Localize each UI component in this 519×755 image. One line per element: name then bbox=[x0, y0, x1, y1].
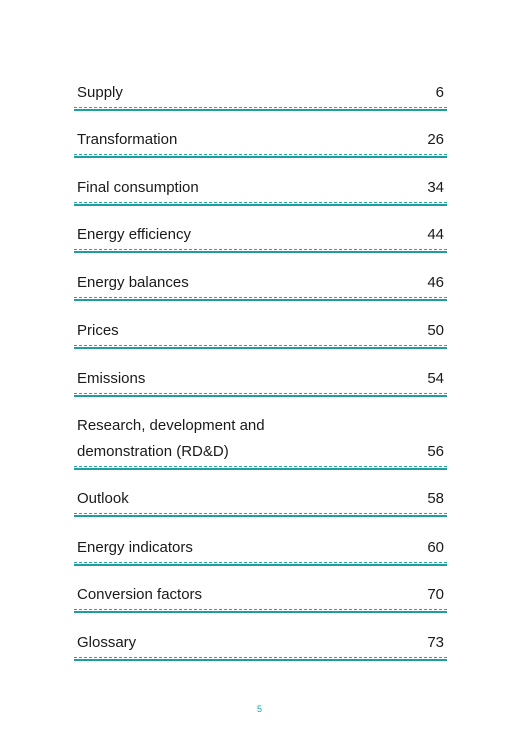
toc-entry-page: 73 bbox=[427, 634, 444, 651]
toc-entry-title: Final consumption bbox=[77, 179, 199, 196]
toc-entry-page: 56 bbox=[427, 443, 444, 460]
toc-entry-page: 58 bbox=[427, 490, 444, 507]
toc-entry-transformation[interactable]: Transformation 26 bbox=[74, 127, 447, 158]
toc-entry-page: 34 bbox=[427, 179, 444, 196]
toc-entry-title: Prices bbox=[77, 322, 119, 339]
toc-entry-page: 70 bbox=[427, 586, 444, 603]
toc-entry-prices[interactable]: Prices 50 bbox=[74, 318, 447, 349]
toc-entry-supply[interactable]: Supply 6 bbox=[74, 80, 447, 111]
toc-entry-title: Research, development and demonstration … bbox=[77, 417, 265, 460]
toc-entry-title: Conversion factors bbox=[77, 586, 203, 603]
toc-entry-page: 44 bbox=[427, 226, 444, 243]
toc-entry-glossary[interactable]: Glossary 73 bbox=[74, 630, 447, 661]
toc-divider bbox=[74, 393, 447, 397]
toc-entry-page: 54 bbox=[427, 370, 444, 387]
toc-divider bbox=[74, 154, 447, 158]
toc-entry-page: 26 bbox=[427, 131, 444, 148]
toc-entry-title: Supply bbox=[77, 84, 123, 101]
toc-divider bbox=[74, 513, 447, 517]
toc-entry-emissions[interactable]: Emissions 54 bbox=[74, 366, 447, 397]
toc-divider bbox=[74, 345, 447, 349]
toc-divider bbox=[74, 466, 447, 470]
toc-entry-final-consumption[interactable]: Final consumption 34 bbox=[74, 175, 447, 206]
toc-entry-title: Glossary bbox=[77, 634, 137, 651]
toc-entry-title: Energy efficiency bbox=[77, 226, 191, 243]
toc-entry-title: Outlook bbox=[77, 490, 129, 507]
toc-entry-title: Energy balances bbox=[77, 274, 189, 291]
toc-entry-energy-indicators[interactable]: Energy indicators 60 bbox=[74, 535, 447, 566]
toc-divider bbox=[74, 202, 447, 206]
toc-entry-outlook[interactable]: Outlook 58 bbox=[74, 486, 447, 517]
toc-entry-energy-efficiency[interactable]: Energy efficiency 44 bbox=[74, 222, 447, 253]
toc-divider bbox=[74, 562, 447, 566]
toc-entry-page: 50 bbox=[427, 322, 444, 339]
toc-entry-page: 6 bbox=[435, 84, 444, 101]
page-number: 5 bbox=[256, 704, 262, 714]
toc-divider bbox=[74, 107, 447, 111]
toc-entry-title: Energy indicators bbox=[77, 539, 193, 556]
toc-entry-rdd[interactable]: Research, development and demonstration … bbox=[74, 413, 447, 470]
toc-divider bbox=[74, 657, 447, 661]
toc-entry-title: Emissions bbox=[77, 370, 146, 387]
toc-divider bbox=[74, 609, 447, 613]
toc-divider bbox=[74, 249, 447, 253]
toc-entry-page: 46 bbox=[427, 274, 444, 291]
toc-divider bbox=[74, 297, 447, 301]
toc-entry-page: 60 bbox=[427, 539, 444, 556]
toc-entry-title: Transformation bbox=[77, 131, 178, 148]
toc-entry-conversion-factors[interactable]: Conversion factors 70 bbox=[74, 582, 447, 613]
toc-entry-energy-balances[interactable]: Energy balances 46 bbox=[74, 270, 447, 301]
